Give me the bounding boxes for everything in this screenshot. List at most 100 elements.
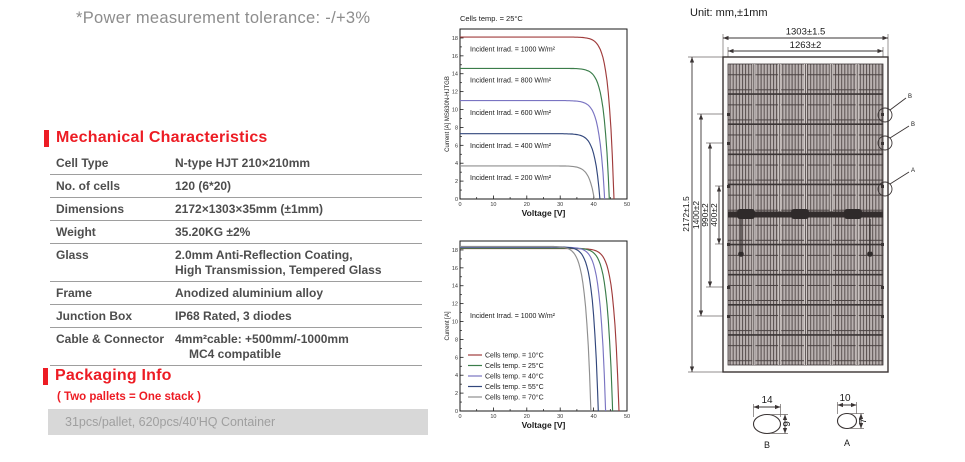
y-tick-label: 6	[455, 143, 458, 149]
y-axis-label: Current [A] MS630N-HJTGB	[445, 76, 451, 152]
dim-hole-pitch-inner: 400±2	[709, 203, 719, 227]
legend-label: Cells temp. = 10°C	[485, 352, 544, 360]
legend-label: Cells temp. = 70°C	[485, 394, 544, 402]
junction-cables	[738, 219, 873, 257]
x-tick-label: 0	[458, 414, 461, 420]
x-tick-label: 20	[524, 202, 530, 208]
mounting-hole-marks	[727, 113, 884, 318]
x-tick-label: 40	[591, 414, 597, 420]
red-bar-icon	[43, 367, 48, 385]
x-tick-label: 10	[490, 414, 496, 420]
x-tick-label: 30	[557, 202, 563, 208]
iv-curve-chart-irradiance: 0 10 20 30 40 50 0 2 4 6 8 10 12 14 16 18 Incident Irrad…	[443, 3, 638, 233]
y-tick-label: 4	[455, 373, 458, 379]
legend-label: Cells temp. = 55°C	[485, 383, 544, 391]
x-tick-label: 0	[458, 202, 461, 208]
row-value: 4mm²cable: +500mm/-1000mm MC4 compatible	[175, 332, 349, 361]
callout-mid-label: B	[911, 122, 915, 128]
y-tick-label: 0	[455, 197, 458, 203]
x-axis-label: Voltage [V]	[522, 420, 566, 430]
chart-irradiance-svg: 0 10 20 30 40 50 0 2 4 6 8 10 12 14 16 18 Incident Irrad…	[445, 14, 630, 218]
row-label: Glass	[56, 248, 89, 262]
mechanical-characteristics-heading: Mechanical Characteristics	[44, 129, 268, 147]
y-tick-label: 2	[455, 391, 458, 397]
row-value: IP68 Rated, 3 diodes	[175, 309, 292, 323]
series-inline-label: Incident Irrad. = 600 W/m²	[470, 110, 552, 117]
dim-width-outer: 1303±1.5	[786, 27, 826, 38]
callout-top-label: B	[908, 94, 912, 100]
row-label: Cell Type	[56, 156, 109, 170]
dim-hole-pitch-mid: 990±2	[700, 203, 710, 227]
y-tick-label: 0	[455, 409, 458, 415]
dim-height-outer: 2172±1.5	[681, 196, 691, 232]
detail-a-label: A	[844, 438, 850, 448]
detail-a: 10 7 A	[836, 393, 869, 448]
y-tick-label: 18	[452, 248, 458, 254]
x-tick-label: 20	[524, 414, 530, 420]
iv-curve	[460, 67, 610, 200]
x-tick-label: 40	[591, 202, 597, 208]
row-value: N-type HJT 210×210mm	[175, 156, 311, 170]
row-value: 2.0mm Anti-Reflection Coating, High Trans…	[175, 248, 382, 277]
panel-row-lines	[728, 93, 883, 336]
x-tick-label: 10	[490, 202, 496, 208]
iv-curve	[460, 133, 601, 200]
detail-callouts	[877, 97, 910, 197]
row-label: Dimensions	[56, 202, 125, 216]
dim-width-inner: 1263±2	[790, 40, 822, 51]
table-row: No. of cells 120 (6*20)	[50, 175, 422, 198]
series-inline-label: Incident Irrad. = 1000 W/m²	[470, 46, 556, 53]
iv-curve	[460, 165, 595, 200]
unit-label: Unit: mm,±1mm	[690, 7, 768, 19]
iv-curve-chart-temperature: 0 10 20 30 40 50 0 2 4 6 8 10 12 14 16 18 Incident Irrad…	[443, 231, 638, 441]
y-tick-label: 16	[452, 266, 458, 272]
table-row: Cell Type N-type HJT 210×210mm	[50, 152, 422, 175]
y-tick-label: 10	[452, 320, 458, 326]
chart-annotation: Incident Irrad. = 1000 W/m²	[470, 313, 556, 320]
x-tick-label: 50	[624, 202, 630, 208]
detail-b: 14 9 B	[752, 395, 793, 450]
packaging-info-heading: Packaging Info	[43, 367, 172, 385]
row-label: Weight	[56, 225, 96, 239]
legend-label: Cells temp. = 25°C	[485, 362, 544, 370]
y-tick-label: 8	[455, 125, 458, 131]
table-row: Cable & Connector 4mm²cable: +500mm/-1000…	[50, 328, 422, 366]
y-tick-label: 18	[452, 36, 458, 42]
series-inline-label: Incident Irrad. = 800 W/m²	[470, 78, 552, 85]
iv-curve	[460, 36, 615, 200]
row-value: 2172×1303×35mm (±1mm)	[175, 202, 324, 216]
x-axis-label: Voltage [V]	[522, 208, 566, 218]
dimension-lines	[689, 35, 888, 372]
iv-curve	[460, 245, 592, 412]
detail-b-height: 9	[782, 421, 793, 427]
y-tick-label: 4	[455, 161, 458, 167]
row-value: Anodized aluminium alloy	[175, 286, 324, 300]
table-row: Glass 2.0mm Anti-Reflection Coating, High …	[50, 244, 422, 282]
y-axis-label: Current [A]	[445, 311, 451, 340]
y-tick-label: 10	[452, 108, 458, 114]
y-tick-label: 14	[452, 284, 458, 290]
x-tick-label: 30	[557, 414, 563, 420]
power-tolerance-note: *Power measurement tolerance: -/+3%	[76, 9, 371, 27]
x-tick-label: 50	[624, 414, 630, 420]
row-label: Junction Box	[56, 309, 133, 323]
series-inline-label: Incident Irrad. = 400 W/m²	[470, 143, 552, 150]
row-value: 120 (6*20)	[175, 179, 232, 193]
y-tick-label: 14	[452, 72, 458, 78]
legend-label: Cells temp. = 40°C	[485, 373, 544, 381]
y-tick-label: 12	[452, 90, 458, 96]
row-label: No. of cells	[56, 179, 121, 193]
row-label: Frame	[56, 286, 93, 300]
series-inline-label: Incident Irrad. = 200 W/m²	[470, 175, 552, 182]
row-value: 35.20KG ±2%	[175, 225, 251, 239]
iv-curve	[460, 247, 614, 412]
detail-b-label: B	[764, 440, 770, 450]
dim-hole-pitch-outer: 1400±2	[691, 201, 701, 230]
chart-temperature-svg: 0 10 20 30 40 50 0 2 4 6 8 10 12 14 16 18 Incident Irrad…	[445, 240, 630, 430]
y-tick-label: 12	[452, 302, 458, 308]
y-tick-label: 2	[455, 179, 458, 185]
table-row: Weight 35.20KG ±2%	[50, 221, 422, 244]
drawing-svg: Unit: mm,±1mm 1303±1.5 126	[681, 7, 915, 450]
packaging-bar: 31pcs/pallet, 620pcs/40'HQ Container	[48, 409, 428, 435]
